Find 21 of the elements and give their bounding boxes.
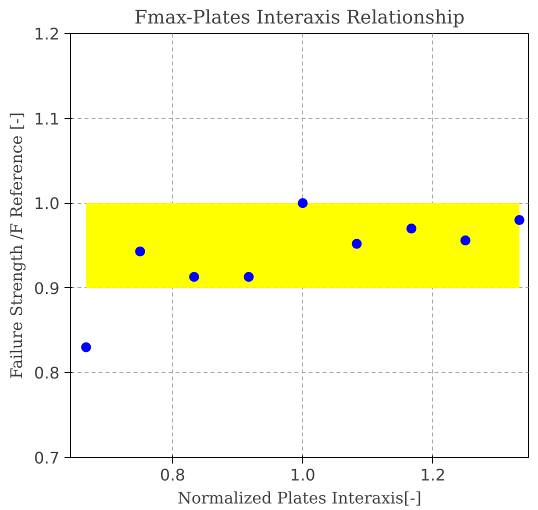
point bbox=[460, 235, 470, 246]
chart-title: Fmax-Plates Interaxis Relationship bbox=[134, 8, 465, 28]
point bbox=[352, 238, 362, 249]
x-tick-label: 0.8 bbox=[160, 466, 186, 484]
x-tick-label: 1.0 bbox=[290, 466, 316, 484]
y-tick-label: 1.2 bbox=[34, 24, 60, 44]
point bbox=[406, 224, 416, 234]
point bbox=[298, 198, 308, 208]
point bbox=[135, 246, 146, 256]
point bbox=[189, 272, 200, 282]
y-tick-label: 1.0 bbox=[34, 194, 60, 214]
point bbox=[514, 215, 524, 226]
point bbox=[244, 272, 254, 282]
y-tick-label: 0.9 bbox=[34, 278, 60, 298]
y-tick-label: 0.7 bbox=[34, 448, 60, 468]
y-tick-label: 0.8 bbox=[34, 364, 60, 383]
x-tick-label: 1.2 bbox=[420, 466, 446, 484]
y-axis-title: Failure Strength /F Reference [-] bbox=[7, 112, 26, 379]
y-tick-label: 1.1 bbox=[34, 109, 60, 128]
point bbox=[81, 342, 92, 352]
x-axis-title: Normalized Plates Interaxis[-] bbox=[177, 488, 422, 508]
